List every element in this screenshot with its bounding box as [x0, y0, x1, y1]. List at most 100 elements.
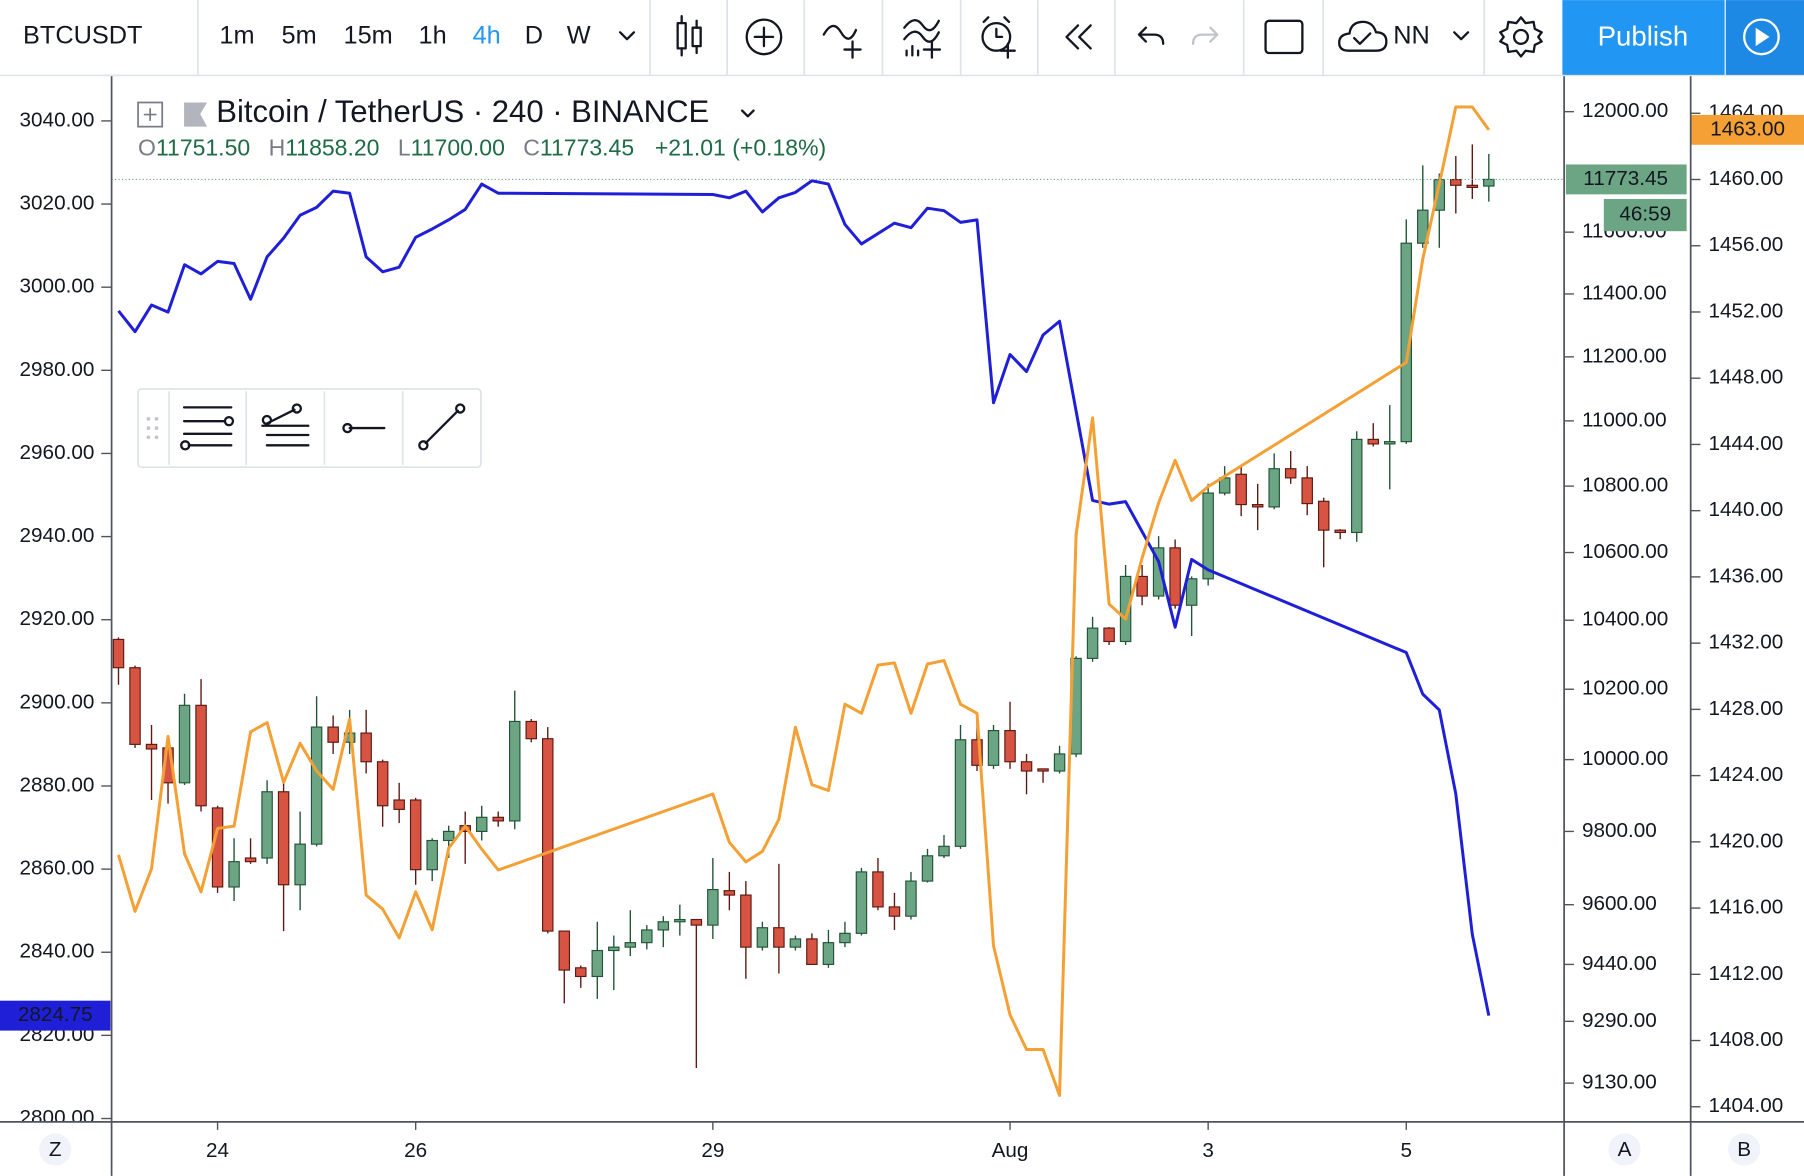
interval-chevron[interactable] — [618, 31, 636, 41]
candle-body — [1350, 438, 1363, 534]
candle-body — [195, 704, 207, 807]
left-axis-tick-label: 2900.00 — [20, 690, 95, 713]
candle-body — [657, 921, 670, 931]
time-tick-label: 26 — [404, 1139, 427, 1162]
left-axis-tick-label: 3000.00 — [20, 275, 95, 298]
publish-button[interactable] — [1562, 0, 1725, 75]
price-axis-tick-label: 10600.00 — [1582, 540, 1668, 563]
price-axis-tick-label: 10400.00 — [1582, 608, 1668, 631]
left-axis-tick-label: 2880.00 — [20, 773, 95, 796]
time-tick-label: 3 — [1202, 1139, 1214, 1162]
candle-body — [690, 918, 703, 926]
right-axis-tick-label: 1416.00 — [1709, 896, 1784, 919]
right-axis-tick-label: 1420.00 — [1709, 829, 1784, 852]
candle-body — [508, 720, 521, 822]
chart-content: 3040.00 3020.00 3000.00 2980.00 2960.00 2940.… — [20, 99, 1784, 1129]
legend-toggle-icon — [143, 108, 157, 121]
left-axis-tick-label: 2960.00 — [20, 441, 95, 464]
fullscreen-button[interactable] — [1264, 19, 1304, 55]
layout-chevron[interactable] — [1453, 31, 1470, 41]
fib-extension-tool[interactable] — [261, 403, 310, 447]
candle-body — [1400, 242, 1413, 443]
candle-body — [888, 906, 901, 917]
candle-body — [575, 967, 587, 978]
interval-button[interactable]: 1h — [419, 22, 447, 50]
layout-name[interactable]: NN — [1393, 22, 1430, 50]
scale-b-label: B — [1737, 1138, 1751, 1161]
price-axis-tick-label: 11000.00 — [1582, 408, 1667, 431]
settings-button[interactable] — [1499, 16, 1543, 58]
interval-button[interactable]: 5m — [282, 22, 317, 50]
candle-body — [1086, 627, 1099, 659]
candle-body — [1384, 441, 1396, 445]
interval-button[interactable]: 1m — [219, 22, 254, 50]
scale-b-button[interactable] — [1728, 1133, 1761, 1166]
axis-frames — [110, 76, 1692, 1176]
candle-body — [360, 732, 372, 763]
candle-body — [228, 861, 240, 888]
chart-type-button[interactable] — [676, 15, 702, 57]
right-axis-tick-label: 1444.00 — [1709, 432, 1784, 455]
time-tick-label: 5 — [1401, 1139, 1413, 1162]
ohlc-value: 11700.00 — [411, 135, 505, 161]
candle-body — [1235, 473, 1247, 506]
candle-body — [756, 927, 769, 948]
candle-body — [277, 791, 290, 886]
candle-body — [641, 929, 653, 944]
trend-line-tool[interactable] — [418, 403, 466, 451]
candle-body — [608, 946, 620, 952]
candle-body — [1466, 184, 1479, 188]
legend-title[interactable]: Bitcoin / TetherUS · 240 · BINANCE — [216, 94, 709, 129]
interval-button[interactable]: D — [525, 22, 543, 50]
drag-handle[interactable] — [146, 417, 159, 440]
candle-body — [872, 871, 884, 908]
interval-button[interactable]: 15m — [344, 22, 393, 50]
candle-body — [310, 726, 323, 845]
fib-tool[interactable] — [180, 406, 235, 451]
legend-toggle[interactable] — [137, 101, 164, 128]
right-axis-tick-label: 1428.00 — [1709, 697, 1784, 720]
ohlc-value: 11858.20 — [285, 135, 379, 161]
right-axis-tick-label: 1452.00 — [1709, 299, 1784, 322]
compare-button[interactable] — [745, 18, 783, 56]
undo-button[interactable] — [1137, 26, 1165, 45]
symbol[interactable]: BTCUSDT — [23, 22, 142, 50]
price-axis-tick-label: 10800.00 — [1582, 474, 1668, 497]
alert-button[interactable] — [981, 16, 1016, 59]
candle-body — [1251, 504, 1264, 508]
price-labels: 11773.45 46:59 2824.75 1463.00 — [0, 114, 1804, 1031]
candle-body — [1119, 575, 1132, 643]
legend-chevron[interactable] — [740, 109, 755, 118]
time-axis: 24 26 29 Aug 3 5 — [206, 1121, 1413, 1162]
auto-scale-button[interactable] — [1608, 1133, 1641, 1166]
right-axis-tick-label: 1412.00 — [1709, 962, 1784, 985]
horizontal-ray-tool[interactable] — [342, 422, 386, 434]
candle-body — [393, 799, 405, 810]
interval-button[interactable]: 4h — [473, 22, 501, 50]
price-axis-tick-label: 10200.00 — [1582, 677, 1668, 700]
price-axis-tick-label: 9440.00 — [1582, 952, 1657, 975]
candle-body — [1004, 730, 1016, 763]
candle-body — [591, 949, 604, 978]
indicators-button[interactable] — [822, 24, 862, 59]
cloud-save-button[interactable] — [1338, 20, 1388, 52]
candle-body — [839, 932, 851, 944]
time-tick-label: 24 — [206, 1139, 229, 1162]
templates-button[interactable] — [903, 19, 942, 59]
replay-button[interactable] — [1065, 24, 1092, 50]
series-price-label: 2824.75 — [18, 1003, 93, 1026]
candle-body — [442, 830, 455, 842]
price-axis-tick-label: 9800.00 — [1582, 819, 1657, 842]
zoom-button[interactable] — [39, 1133, 72, 1166]
candle-body — [1450, 178, 1462, 186]
candle-body — [1037, 768, 1049, 772]
legend: Bitcoin / TetherUS · 240 · BINANCE O1175… — [137, 94, 826, 161]
left-axis-tick-label: 2940.00 — [20, 524, 95, 547]
candle-body — [1317, 500, 1330, 531]
candle-body — [1152, 547, 1165, 597]
candle-body — [806, 938, 818, 966]
candle-body — [327, 726, 339, 743]
interval-button[interactable]: W — [567, 22, 591, 50]
